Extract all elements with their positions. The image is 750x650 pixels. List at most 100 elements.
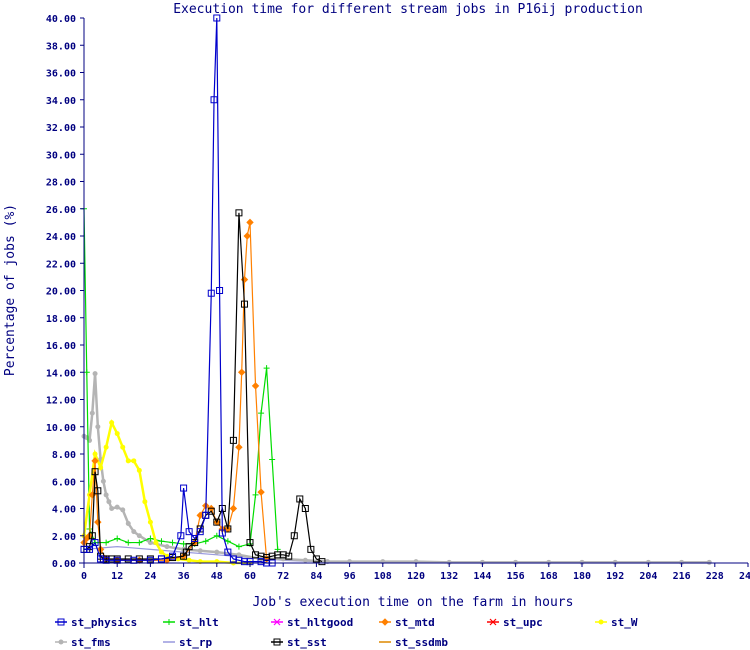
- y-tick-label: 4.00: [52, 505, 76, 516]
- legend-marker: [57, 618, 65, 626]
- data-point: [86, 545, 94, 553]
- legend-item: st_upc: [487, 616, 543, 629]
- x-tick-label: 132: [440, 571, 458, 582]
- data-point: [307, 545, 315, 553]
- data-point: [114, 431, 120, 437]
- data-point: [446, 559, 452, 565]
- legend-marker: [598, 619, 604, 625]
- data-point: [213, 532, 220, 539]
- x-tick-label: 0: [81, 571, 87, 582]
- data-point: [210, 96, 218, 104]
- data-point: [246, 539, 254, 547]
- y-tick-label: 0.00: [52, 559, 76, 570]
- series-line: [82, 419, 250, 565]
- x-tick-label: 168: [540, 571, 558, 582]
- legend-item: st_rp: [163, 636, 212, 649]
- data-point: [114, 535, 121, 542]
- data-point: [158, 549, 164, 555]
- legend-label: st_sst: [287, 636, 327, 649]
- legend-label: st_hltgood: [287, 616, 353, 629]
- data-point: [89, 410, 95, 416]
- y-tick-label: 22.00: [46, 259, 76, 270]
- legend-marker: [273, 618, 281, 626]
- data-point: [136, 467, 142, 473]
- data-point: [164, 544, 170, 550]
- data-point: [235, 543, 242, 550]
- legend-item: st_W: [595, 616, 638, 629]
- data-point: [207, 507, 215, 515]
- data-point: [513, 559, 519, 565]
- data-point: [207, 289, 215, 297]
- y-tick-label: 10.00: [46, 423, 76, 434]
- data-point: [136, 533, 142, 539]
- data-point: [180, 540, 187, 547]
- x-tick-label: 36: [178, 571, 190, 582]
- data-point: [147, 519, 153, 525]
- y-tick-label: 18.00: [46, 314, 76, 325]
- data-point: [185, 528, 193, 536]
- data-point: [186, 557, 192, 563]
- x-tick-label: 60: [244, 571, 256, 582]
- data-point: [196, 528, 204, 536]
- y-tick-label: 32.00: [46, 123, 76, 134]
- data-point: [236, 552, 242, 558]
- series-line: [84, 17, 273, 564]
- data-point: [136, 539, 143, 546]
- data-point: [98, 465, 104, 471]
- data-point: [131, 458, 137, 464]
- legend-marker: [166, 619, 172, 625]
- data-point: [125, 520, 131, 526]
- legend-item: st_fms: [55, 636, 111, 649]
- data-point: [103, 444, 109, 450]
- data-point: [125, 539, 132, 546]
- data-point: [224, 538, 231, 545]
- data-point: [114, 504, 120, 510]
- data-point: [83, 369, 90, 376]
- data-point: [645, 559, 651, 565]
- data-point: [251, 382, 260, 390]
- series-st-mtd: [80, 218, 271, 564]
- data-point: [202, 538, 209, 545]
- data-point: [197, 548, 203, 554]
- data-point: [91, 457, 99, 465]
- data-point: [213, 518, 221, 526]
- data-point: [120, 444, 126, 450]
- data-point: [224, 525, 232, 533]
- legend-marker: [489, 618, 497, 626]
- x-tick-label: 108: [374, 571, 392, 582]
- data-point: [92, 451, 98, 457]
- data-point: [177, 532, 185, 540]
- data-point: [706, 559, 712, 565]
- data-point: [479, 559, 485, 565]
- data-point: [202, 511, 210, 519]
- legend-item: st_hlt: [163, 616, 219, 629]
- x-tick-label: 120: [407, 571, 425, 582]
- data-point: [214, 549, 220, 555]
- y-tick-label: 38.00: [46, 41, 76, 52]
- y-tick-label: 26.00: [46, 205, 76, 216]
- legend-label: st_ssdmb: [395, 636, 448, 649]
- legend-marker: [381, 618, 389, 626]
- x-tick-label: 240: [739, 571, 750, 582]
- x-tick-label: 48: [211, 571, 223, 582]
- x-tick-label: 228: [706, 571, 724, 582]
- data-point: [196, 511, 204, 520]
- legend-label: st_mtd: [395, 616, 435, 629]
- y-tick-label: 2.00: [52, 532, 76, 543]
- y-tick-label: 30.00: [46, 150, 76, 161]
- legend-item: st_ssdmb: [379, 636, 448, 649]
- data-point: [157, 555, 165, 563]
- legend-label: st_fms: [71, 636, 111, 649]
- data-point: [246, 218, 254, 227]
- legend-label: st_physics: [71, 616, 137, 629]
- y-tick-label: 40.00: [46, 14, 76, 25]
- y-tick-label: 14.00: [46, 368, 76, 379]
- data-point: [218, 529, 226, 537]
- data-point: [213, 14, 221, 22]
- x-tick-label: 144: [473, 571, 491, 582]
- data-point: [169, 539, 176, 546]
- y-axis-label: Percentage of jobs (%): [3, 204, 18, 376]
- data-point: [191, 539, 199, 547]
- data-point: [229, 436, 237, 444]
- data-point: [318, 558, 326, 566]
